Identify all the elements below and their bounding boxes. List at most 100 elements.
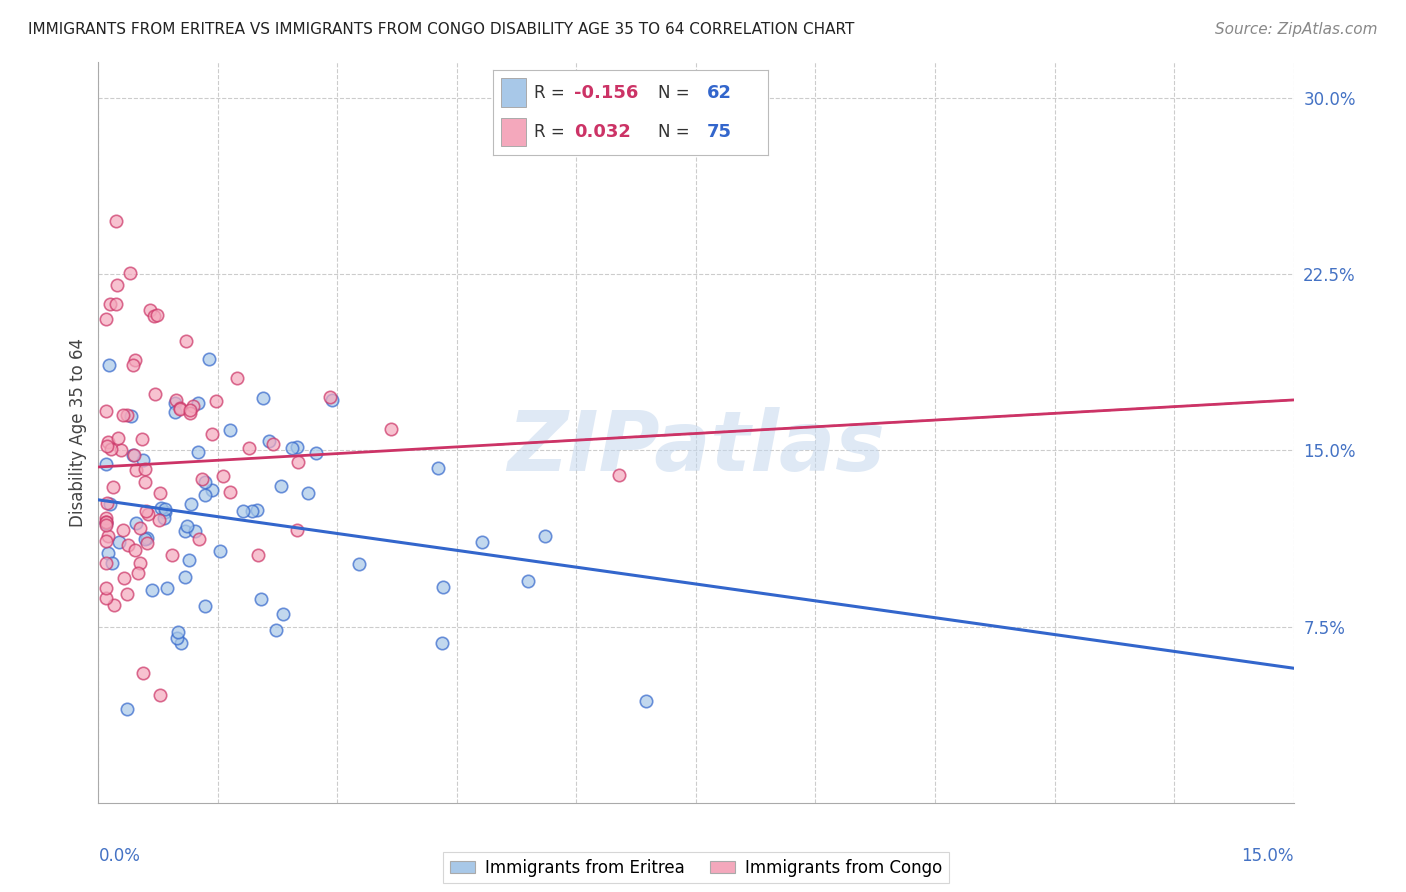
Point [138, 302, 160, 317]
Point [135, 504, 157, 518]
Point [297, 486, 319, 500]
Point [187, 395, 209, 409]
Point [167, 624, 190, 639]
Point [174, 570, 197, 584]
Point [136, 531, 159, 545]
Point [96, 557, 118, 571]
Point [321, 393, 343, 408]
Point [134, 533, 156, 547]
Point [131, 433, 153, 447]
Point [219, 423, 242, 437]
Point [287, 455, 309, 469]
Point [471, 534, 494, 549]
Point [110, 443, 132, 458]
Point [188, 533, 211, 547]
Point [107, 431, 129, 445]
Point [194, 475, 217, 489]
Point [166, 631, 188, 645]
Point [105, 213, 128, 227]
Point [163, 395, 186, 409]
Point [132, 453, 155, 467]
Point [194, 488, 217, 502]
Point [225, 371, 247, 385]
Point [153, 502, 176, 516]
Point [101, 480, 124, 494]
Point [96, 516, 118, 531]
Point [160, 549, 183, 563]
Point [127, 566, 149, 580]
Point [121, 448, 143, 462]
Point [98, 297, 121, 311]
Point [149, 688, 172, 702]
Y-axis label: Disability Age 35 to 64: Disability Age 35 to 64 [69, 338, 87, 527]
Point [304, 446, 326, 460]
Point [165, 392, 187, 407]
Text: Source: ZipAtlas.com: Source: ZipAtlas.com [1215, 22, 1378, 37]
Point [143, 387, 166, 401]
Point [156, 581, 179, 595]
Point [201, 483, 224, 497]
Text: IMMIGRANTS FROM ERITREA VS IMMIGRANTS FROM CONGO DISABILITY AGE 35 TO 64 CORRELA: IMMIGRANTS FROM ERITREA VS IMMIGRANTS FR… [28, 22, 855, 37]
Point [96, 534, 118, 549]
Point [98, 358, 121, 372]
Point [287, 440, 309, 454]
Point [218, 485, 240, 500]
Point [97, 529, 120, 543]
Point [97, 435, 120, 450]
Point [96, 517, 118, 532]
Point [129, 520, 152, 534]
Point [201, 427, 224, 442]
Point [117, 408, 139, 422]
Point [108, 535, 131, 549]
Point [281, 442, 304, 456]
Point [103, 599, 125, 613]
Point [209, 544, 232, 558]
Point [318, 390, 340, 404]
Legend: Immigrants from Eritrea, Immigrants from Congo: Immigrants from Eritrea, Immigrants from… [443, 852, 949, 883]
Point [247, 548, 270, 562]
Point [96, 311, 118, 326]
Point [96, 510, 118, 524]
Point [238, 441, 260, 455]
Point [259, 434, 281, 448]
Point [517, 574, 540, 588]
Point [96, 440, 118, 454]
Point [232, 504, 254, 518]
Point [179, 403, 201, 417]
Point [155, 505, 177, 519]
Point [96, 515, 118, 529]
Point [111, 409, 134, 423]
Point [174, 334, 197, 348]
Point [169, 401, 191, 416]
Text: ZIPatlas: ZIPatlas [508, 407, 884, 488]
Point [96, 457, 118, 471]
Point [142, 309, 165, 323]
Point [170, 636, 193, 650]
Point [187, 445, 209, 459]
Point [122, 448, 145, 462]
Point [212, 469, 235, 483]
Text: 0.0%: 0.0% [98, 847, 141, 865]
Point [134, 462, 156, 476]
Point [112, 523, 135, 537]
Point [134, 475, 156, 489]
Point [96, 581, 118, 595]
Point [125, 516, 148, 531]
Point [179, 406, 201, 420]
Point [96, 404, 118, 418]
Point [198, 351, 221, 366]
Point [124, 543, 146, 558]
Point [96, 496, 118, 510]
Point [246, 503, 269, 517]
Point [136, 508, 159, 522]
Point [380, 422, 402, 436]
Point [122, 358, 145, 372]
Point [96, 591, 118, 606]
Point [120, 266, 142, 280]
Point [100, 442, 122, 456]
Point [115, 587, 138, 601]
Point [177, 553, 200, 567]
Point [165, 405, 187, 419]
Point [141, 582, 163, 597]
Point [270, 479, 292, 493]
